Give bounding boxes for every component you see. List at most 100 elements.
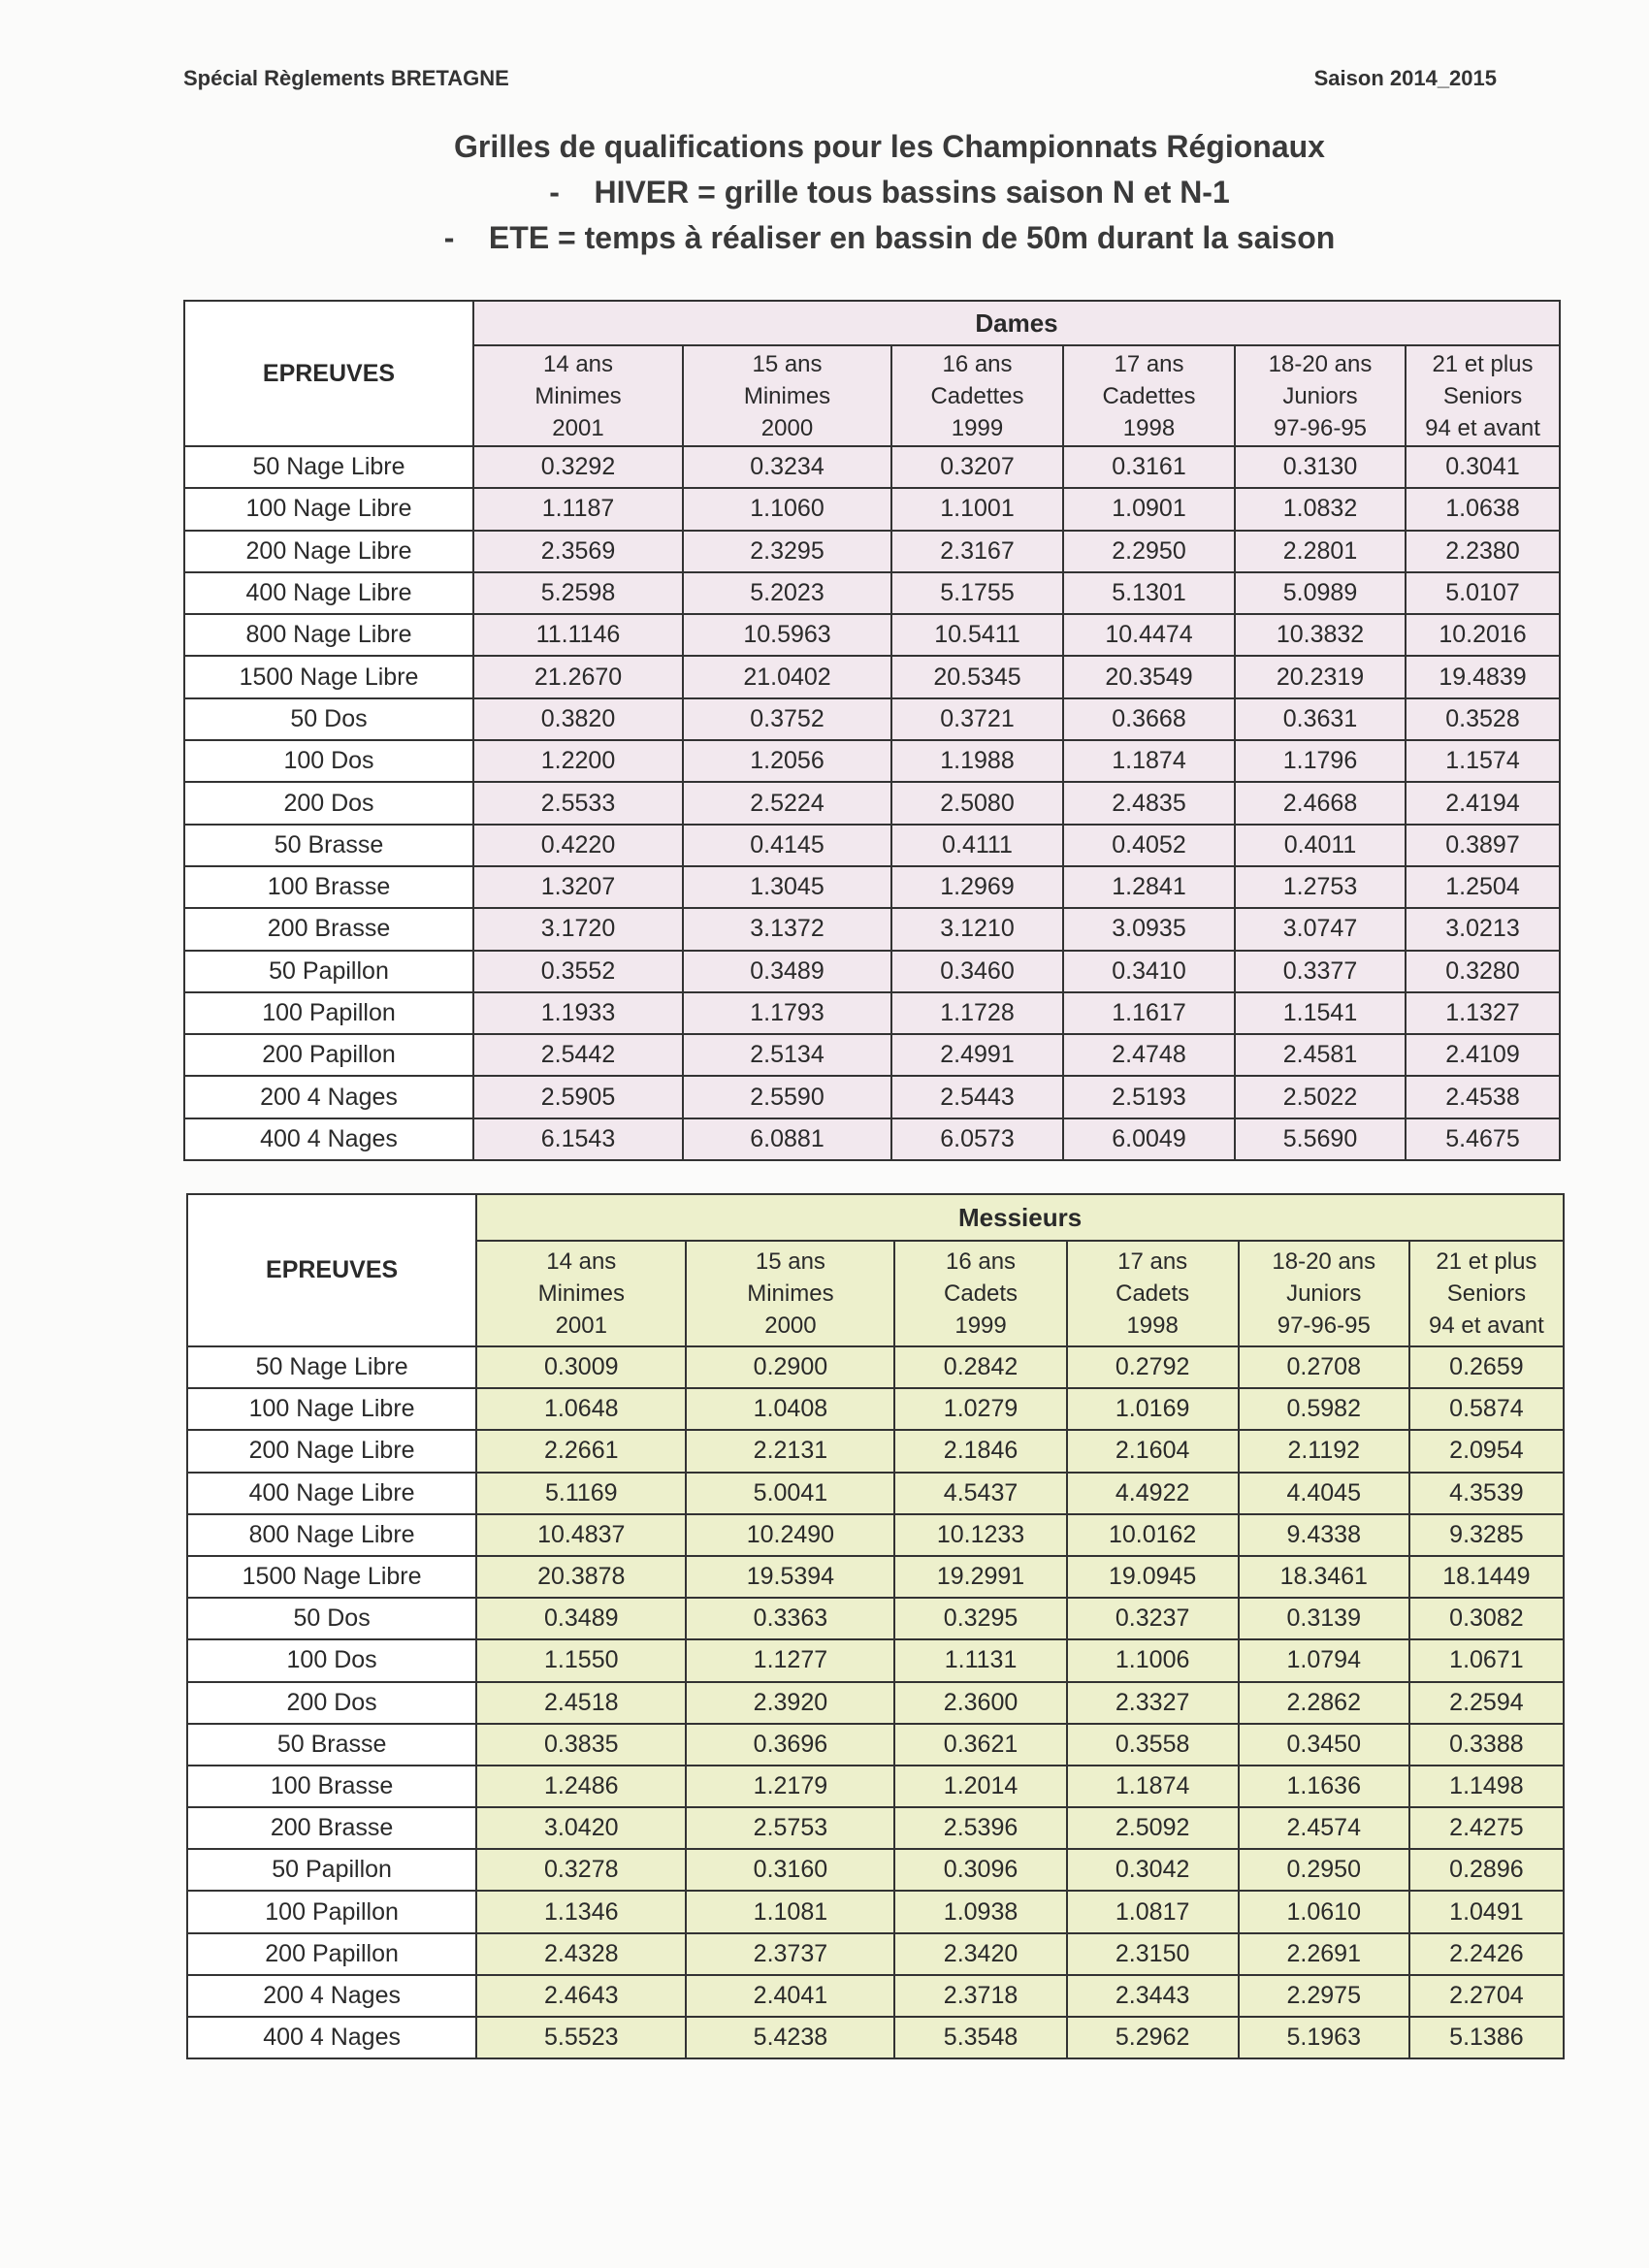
table-row: 100 Brasse 1.3207 1.3045 1.2969 1.2841 1.2753… — [183, 864, 1561, 910]
time-cell: 5.1755 — [890, 570, 1064, 616]
time-cell: 1.2200 — [472, 739, 684, 784]
time-cell: 2.2426 — [1407, 1931, 1566, 1976]
time-cell: 1.1874 — [1065, 1764, 1240, 1809]
time-cell: 1.0491 — [1407, 1890, 1566, 1934]
group-header: Dames — [472, 300, 1561, 346]
time-cell: 1.0638 — [1405, 487, 1561, 532]
time-cell: 2.4328 — [475, 1931, 688, 1976]
time-cell: 1.3045 — [682, 864, 892, 910]
time-cell: 2.2975 — [1237, 1973, 1410, 2019]
column-header-line: 18-20 ans — [1272, 1248, 1376, 1275]
time-cell: 1.0648 — [475, 1387, 688, 1432]
time-cell: 1.0279 — [893, 1387, 1068, 1432]
time-cell: 9.3285 — [1407, 1512, 1566, 1557]
time-cell: 1.1187 — [472, 487, 684, 532]
time-cell: 2.5533 — [472, 781, 684, 826]
time-cell: 1.2753 — [1234, 864, 1406, 910]
time-cell: 0.3558 — [1065, 1722, 1240, 1766]
time-cell: 2.4748 — [1062, 1033, 1236, 1078]
column-header-line: 97-96-95 — [1277, 1312, 1371, 1339]
age-column-header: 21 et plus Seniors 94 et avant — [1407, 1240, 1566, 1347]
time-cell: 5.4675 — [1405, 1117, 1561, 1162]
time-cell: 5.1301 — [1062, 570, 1236, 616]
time-cell: 10.0162 — [1065, 1512, 1240, 1557]
time-cell: 2.0954 — [1407, 1429, 1566, 1474]
time-cell: 1.2179 — [685, 1764, 896, 1809]
time-cell: 6.1543 — [472, 1117, 684, 1162]
time-cell: 3.0935 — [1062, 907, 1236, 952]
time-cell: 5.1963 — [1237, 2015, 1410, 2060]
time-cell: 21.2670 — [472, 655, 684, 699]
event-name: 400 Nage Libre — [183, 570, 474, 616]
time-cell: 0.2900 — [685, 1345, 896, 1390]
table-row: 100 Dos 1.1550 1.1277 1.1131 1.1006 1.0794 1.0… — [185, 1638, 1566, 1683]
time-cell: 1.1617 — [1062, 990, 1236, 1036]
time-cell: 10.2016 — [1405, 613, 1561, 658]
column-header-line: 1998 — [1122, 414, 1176, 441]
time-cell: 1.1006 — [1065, 1638, 1240, 1683]
time-cell: 0.4111 — [890, 823, 1064, 867]
event-name: 100 Dos — [183, 739, 474, 784]
table-row: 100 Papillon 1.1933 1.1793 1.1728 1.1617 1.15… — [183, 990, 1561, 1036]
time-cell: 10.5411 — [890, 613, 1064, 658]
column-header-line: Juniors — [1282, 382, 1358, 409]
time-cell: 2.3167 — [890, 529, 1064, 573]
event-name: 400 Nage Libre — [185, 1471, 478, 1515]
time-cell: 0.3696 — [685, 1722, 896, 1766]
time-cell: 0.2842 — [893, 1345, 1068, 1390]
table-row: 1500 Nage Libre 21.2670 21.0402 20.5345 20.3… — [183, 655, 1561, 699]
time-cell: 19.4839 — [1405, 655, 1561, 699]
table-row: 50 Nage Libre 0.3009 0.2900 0.2842 0.2792 0.2… — [185, 1345, 1566, 1390]
title-line: Grilles de qualifications pour les Champ… — [454, 129, 1325, 164]
time-cell: 0.5874 — [1407, 1387, 1566, 1432]
time-cell: 1.1131 — [893, 1638, 1068, 1683]
time-cell: 0.3363 — [685, 1597, 896, 1641]
time-cell: 0.3278 — [475, 1848, 688, 1893]
time-cell: 0.3820 — [472, 697, 684, 742]
column-header-line: 2001 — [555, 1312, 607, 1339]
time-cell: 5.4238 — [685, 2015, 896, 2060]
time-cell: 11.1146 — [472, 613, 684, 658]
time-cell: 1.1550 — [475, 1638, 688, 1683]
column-header-line: Cadets — [1116, 1280, 1190, 1307]
time-cell: 2.3718 — [893, 1973, 1068, 2019]
time-cell: 4.3539 — [1407, 1471, 1566, 1515]
time-cell: 0.3160 — [685, 1848, 896, 1893]
event-name: 200 Papillon — [185, 1931, 478, 1976]
time-cell: 0.3237 — [1065, 1597, 1240, 1641]
table-row: 200 4 Nages 2.4643 2.4041 2.3718 2.3443 2.297… — [185, 1973, 1566, 2019]
table-row: 400 4 Nages 6.1543 6.0881 6.0573 6.0049 5.569… — [183, 1117, 1561, 1162]
time-cell: 5.0989 — [1234, 570, 1406, 616]
time-cell: 0.3752 — [682, 697, 892, 742]
time-cell: 0.3835 — [475, 1722, 688, 1766]
time-cell: 2.4835 — [1062, 781, 1236, 826]
time-cell: 1.2969 — [890, 864, 1064, 910]
time-cell: 5.2598 — [472, 570, 684, 616]
time-cell: 0.3489 — [682, 949, 892, 993]
title-line: - ETE = temps à réaliser en bassin de 50… — [443, 220, 1336, 255]
time-cell: 0.3082 — [1407, 1597, 1566, 1641]
group-header: Messieurs — [475, 1193, 1565, 1242]
time-cell: 18.1449 — [1407, 1554, 1566, 1600]
table-row: 200 Papillon 2.4328 2.3737 2.3420 2.3150 2.26… — [185, 1931, 1566, 1976]
event-name: 1500 Nage Libre — [183, 655, 474, 699]
time-cell: 2.4194 — [1405, 781, 1561, 826]
time-cell: 2.1604 — [1065, 1429, 1240, 1474]
time-cell: 0.3460 — [890, 949, 1064, 993]
event-name: 200 Nage Libre — [185, 1429, 478, 1474]
time-cell: 2.5590 — [682, 1075, 892, 1119]
time-cell: 10.3832 — [1234, 613, 1406, 658]
time-cell: 20.3549 — [1062, 655, 1236, 699]
table-row: 50 Dos 0.3820 0.3752 0.3721 0.3668 0.3631 0.35… — [183, 697, 1561, 742]
time-cell: 5.0107 — [1405, 570, 1561, 616]
time-cell: 2.5443 — [890, 1075, 1064, 1119]
event-name: 100 Brasse — [185, 1764, 478, 1809]
time-cell: 0.3552 — [472, 949, 684, 993]
table-row: 50 Papillon 0.3278 0.3160 0.3096 0.3042 0.295… — [185, 1848, 1566, 1893]
time-cell: 9.4338 — [1237, 1512, 1410, 1557]
event-name: 100 Papillon — [185, 1890, 478, 1934]
time-cell: 1.1541 — [1234, 990, 1406, 1036]
time-cell: 1.1796 — [1234, 739, 1406, 784]
column-header-line: Minimes — [534, 382, 622, 409]
time-cell: 10.5963 — [682, 613, 892, 658]
